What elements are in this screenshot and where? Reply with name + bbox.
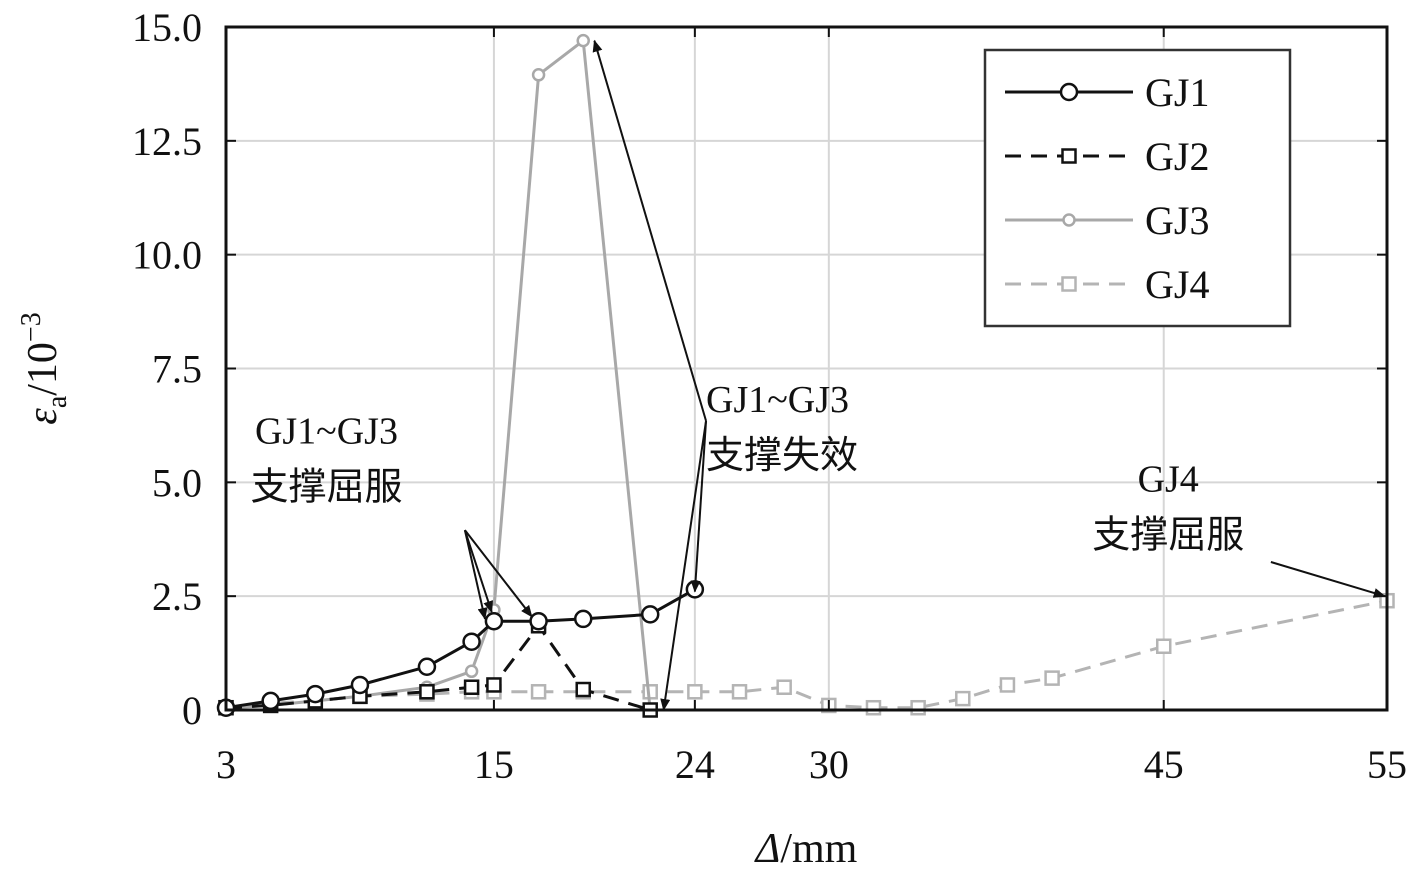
data-point-gj4 [865,699,882,716]
data-point-gj4 [687,684,703,700]
data-point-gj4 [1155,638,1172,655]
legend-marker [1059,82,1079,102]
axis-ticks: 3 15 24 30 45 55 0 2.5 5.0 7.5 10.0 12.5 15.0 [132,5,1407,787]
annotation-text: GJ1~GJ3 [255,411,398,453]
data-point-gj1 [484,611,504,631]
x-tick-label: 45 [1144,742,1184,787]
legend-marker [1061,276,1077,292]
plot-series [216,33,1395,718]
x-tick-label: 55 [1367,742,1407,787]
axis-labels: Δ/mm εa/10−3 [16,312,858,872]
annotation-arrow [690,420,708,593]
legend: GJ1 GJ2 GJ3 GJ4 [983,48,1292,328]
legend-marker [1062,213,1076,227]
x-tick-label: 24 [675,742,715,787]
annotation-2: GJ1~GJ3 支撑失效 [592,39,858,711]
annotation-text: 支撑屈服 [1092,514,1244,556]
annotation-arrow [463,529,488,620]
x-tick-label: 15 [474,742,514,787]
legend-item-gj4: GJ4 [1005,262,1209,307]
x-tick-label: 30 [809,742,849,787]
data-point-gj3 [576,33,590,48]
legend-label: GJ3 [1145,198,1209,243]
data-point-gj4 [910,699,926,716]
series-gj4 [218,592,1395,716]
annotation-text: GJ4 [1138,458,1199,500]
annotation-arrow [592,39,707,422]
series-gj1 [216,580,705,717]
annotation-arrow [463,529,494,614]
y-axis-label: εa/10−3 [16,312,73,424]
legend-item-gj3: GJ3 [1005,198,1209,243]
data-point-gj4 [955,690,971,707]
data-point-gj4 [1044,670,1060,686]
legend-box [983,48,1292,328]
annotation-arrow [1270,561,1386,598]
series-line-gj2 [225,624,651,712]
data-point-gj1 [350,675,370,695]
data-point-gj1 [529,611,548,631]
annotation-arrow [464,529,533,618]
annotation-text: GJ1~GJ3 [706,379,849,421]
annotation-text: 支撑失效 [706,435,858,477]
data-point-gj4 [999,677,1016,693]
data-point-gj1 [462,632,481,651]
data-point-gj3 [464,664,479,679]
series-line-gj1 [225,587,696,710]
data-point-gj4 [731,684,748,700]
x-axis-label: Δ/mm [754,826,858,872]
data-point-gj1 [306,684,325,704]
data-point-gj1 [573,609,593,629]
legend-label: GJ4 [1145,262,1209,307]
y-tick-label: 12.5 [132,119,202,164]
legend-marker [1061,148,1077,164]
data-point-gj3 [531,68,546,82]
data-point-gj1 [417,657,437,676]
data-point-gj1 [640,605,660,624]
legend-item-gj2: GJ2 [1005,134,1209,179]
y-tick-label: 7.5 [152,347,202,392]
annotation-1: GJ1~GJ3 支撑屈服 [250,411,533,620]
legend-label: GJ1 [1145,70,1209,115]
x-tick-label: 3 [216,742,236,787]
legend-item-gj1: GJ1 [1005,70,1209,115]
y-tick-label: 0 [182,688,202,733]
annotation-3: GJ4 支撑屈服 [1092,458,1386,598]
y-tick-label: 2.5 [152,574,202,619]
annotation-arrow [660,420,708,711]
annotation-text: 支撑屈服 [250,467,402,509]
y-tick-label: 10.0 [132,233,202,278]
data-point-gj4 [530,684,547,700]
data-point-gj2 [575,681,591,698]
y-tick-label: 15.0 [132,5,202,50]
annotations: GJ1~GJ3 支撑屈服 GJ1~GJ3 支撑失效 GJ4 支撑屈服 [250,39,1386,711]
legend-label: GJ2 [1145,134,1209,179]
y-tick-label: 5.0 [152,460,202,505]
data-point-gj2 [463,679,480,695]
data-point-gj2 [419,684,435,700]
data-point-gj1 [261,691,280,711]
data-point-gj4 [776,679,792,695]
data-point-gj2 [486,677,502,693]
